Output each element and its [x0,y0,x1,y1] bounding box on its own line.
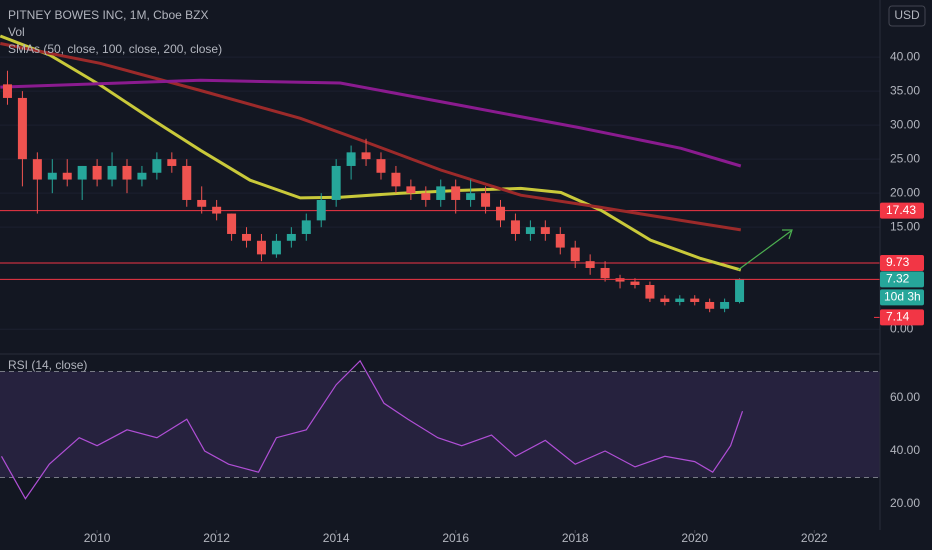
candle-body [675,298,685,302]
y-tick-label: 20.00 [890,496,920,510]
candle-body [705,301,715,309]
level-text: 9.73 [886,255,910,269]
candle-body [406,186,416,194]
candle-body [212,206,222,214]
candle-body [555,233,565,248]
rsi-band [0,371,880,478]
y-tick-label: 35.00 [890,83,920,97]
candle-body [346,152,356,166]
chart-title: PITNEY BOWES INC, 1M, Cboe BZX [8,8,209,22]
candle-body [690,298,700,302]
candle-body [107,165,117,180]
candle-body [316,199,326,221]
rsi-title: RSI (14, close) [8,358,87,372]
candle-body [62,172,72,180]
level-badge [880,202,924,219]
plot-layer [0,34,880,533]
candle-body [436,186,446,200]
indicator-label: Vol [8,25,25,39]
candle-body [17,97,27,160]
price-label-badge [880,309,924,326]
level-badge [880,255,924,272]
y-tick-label: 15.00 [890,219,920,233]
x-tick-label: 2018 [562,531,589,545]
candle-body [182,165,192,200]
x-tick-label: 2014 [323,531,350,545]
y-tick-label: 60.00 [890,390,920,404]
candle-body [540,227,550,234]
candle-body [256,240,266,255]
candle-body [600,267,610,279]
y-tick-label: 30.00 [890,117,920,131]
indicator-label: SMAs (50, close, 100, close, 200, close) [8,42,222,56]
candle-body [645,284,655,299]
sma-line [0,34,742,272]
candle-body [720,301,730,309]
candle-body [510,220,520,234]
countdown-badge [880,289,924,306]
y-tick-label: 40.00 [890,443,920,457]
candle-body [197,199,207,207]
candle-body [92,165,102,180]
currency-button[interactable] [888,5,926,27]
candle-body [660,298,670,302]
x-tick-label: 2016 [442,531,469,545]
overlay: 0.0015.0020.0025.0030.0035.0040.0017.439… [84,49,924,545]
y-tick-label: 25.00 [890,151,920,165]
candle-body [570,247,580,262]
candle-body [361,152,371,160]
candle-body [137,172,147,180]
y-tick-label: 20.00 [890,185,920,199]
candle-body [525,227,535,234]
candle-body [391,172,401,187]
sma-line [0,42,742,232]
candle-body [421,193,431,200]
candle-body [286,233,296,241]
candle-body [585,261,595,268]
x-tick-label: 2012 [203,531,230,545]
sma-line [0,78,742,168]
candle-body [630,281,640,285]
price-label-text: 7.14 [886,310,910,324]
countdown-text: 10d 3h [884,290,921,304]
candle-body [271,240,281,255]
x-tick-label: 2010 [84,531,111,545]
candle-body [77,165,87,180]
candle-body [32,159,42,180]
candle-body [2,84,12,98]
x-tick-label: 2020 [681,531,708,545]
candle-body [376,159,386,173]
candle-body [481,193,491,207]
candle-body [122,165,132,180]
candle-body [496,206,506,221]
candle-body [331,165,341,200]
candle-body [47,172,57,180]
arrow-head [782,229,793,240]
x-tick-label: 2022 [801,531,828,545]
candle-body [242,233,252,241]
candle-body [451,186,461,200]
candle-body [466,193,476,200]
candle-body [301,220,311,234]
last-price-text: 7.32 [886,272,910,286]
rsi-line [0,359,744,500]
arrow-drawing [737,230,792,271]
candle-body [735,279,745,302]
y-tick-label: 40.00 [890,49,920,63]
last-price-badge [880,271,924,288]
candle-body [167,159,177,166]
candle-body [152,159,162,173]
level-text: 17.43 [886,203,916,217]
candle-body [227,213,237,234]
currency-label[interactable]: USD [894,8,920,22]
